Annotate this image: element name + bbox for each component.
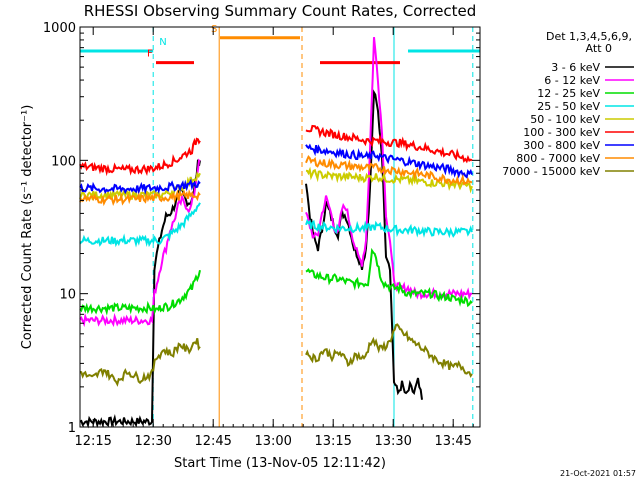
x-tick-label: 13:45 (434, 434, 471, 449)
series-line (79, 202, 201, 248)
y-axis-label: Corrected Count Rate (s⁻¹ detector⁻¹) (20, 105, 35, 350)
y-tick-label: 1000 (43, 21, 76, 36)
series-line (79, 178, 201, 196)
x-tick-label: 12:15 (74, 434, 111, 449)
legend-header-line2: Att 0 (586, 42, 612, 55)
y-tick-label: 1 (68, 421, 76, 436)
series-line (305, 247, 473, 308)
x-tick-label: 13:15 (314, 434, 351, 449)
plot-frame (79, 26, 481, 428)
legend-label: 800 - 7000 keV (516, 152, 600, 165)
series-line (305, 89, 423, 400)
series-line (305, 218, 473, 239)
series-line (79, 338, 201, 387)
legend-label: 100 - 300 keV (523, 126, 600, 139)
series-line (305, 154, 473, 186)
legend-label: 12 - 25 keV (537, 87, 600, 100)
legend-label: 7000 - 15000 keV (502, 165, 600, 178)
legend-label: 6 - 12 keV (544, 74, 600, 87)
x-tick-label: 12:30 (134, 434, 171, 449)
x-axis-label: Start Time (13-Nov-05 12:11:42) (174, 456, 386, 471)
timestamp: 21-Oct-2021 01:57 (560, 469, 636, 478)
series-line (79, 269, 201, 316)
series-line (79, 189, 201, 207)
x-tick-label: 13:00 (254, 434, 291, 449)
legend-label: 3 - 6 keV (551, 61, 600, 74)
legend-header-line1: Det 1,3,4,5,6,9, (546, 30, 632, 43)
x-axis: 12:15 12:30 12:45 13:00 13:15 13:30 13:45 (74, 27, 474, 449)
legend-label: 50 - 100 keV (530, 113, 600, 126)
y-tick-label: 10 (59, 288, 76, 303)
chart-title: RHESSI Observing Summary Count Rates, Co… (84, 2, 477, 20)
plot-area: NF S (79, 24, 480, 429)
series-line (79, 137, 201, 177)
series-line (305, 166, 473, 194)
series-line (79, 158, 201, 328)
legend-label: 25 - 50 keV (537, 100, 600, 113)
series-line (305, 323, 473, 378)
series-line (305, 143, 473, 179)
flag-bars: NF S (80, 24, 480, 65)
y-axis: 1 10 100 1000 (43, 21, 480, 436)
legend-label: 300 - 800 keV (523, 139, 600, 152)
flag-label: F (147, 49, 153, 60)
series-lines (79, 37, 473, 429)
flag-label: S (211, 24, 217, 35)
x-tick-label: 13:30 (374, 434, 411, 449)
series-line (305, 124, 473, 164)
x-tick-label: 12:45 (194, 434, 231, 449)
y-tick-label: 100 (51, 154, 76, 169)
flag-label: N (159, 37, 166, 48)
